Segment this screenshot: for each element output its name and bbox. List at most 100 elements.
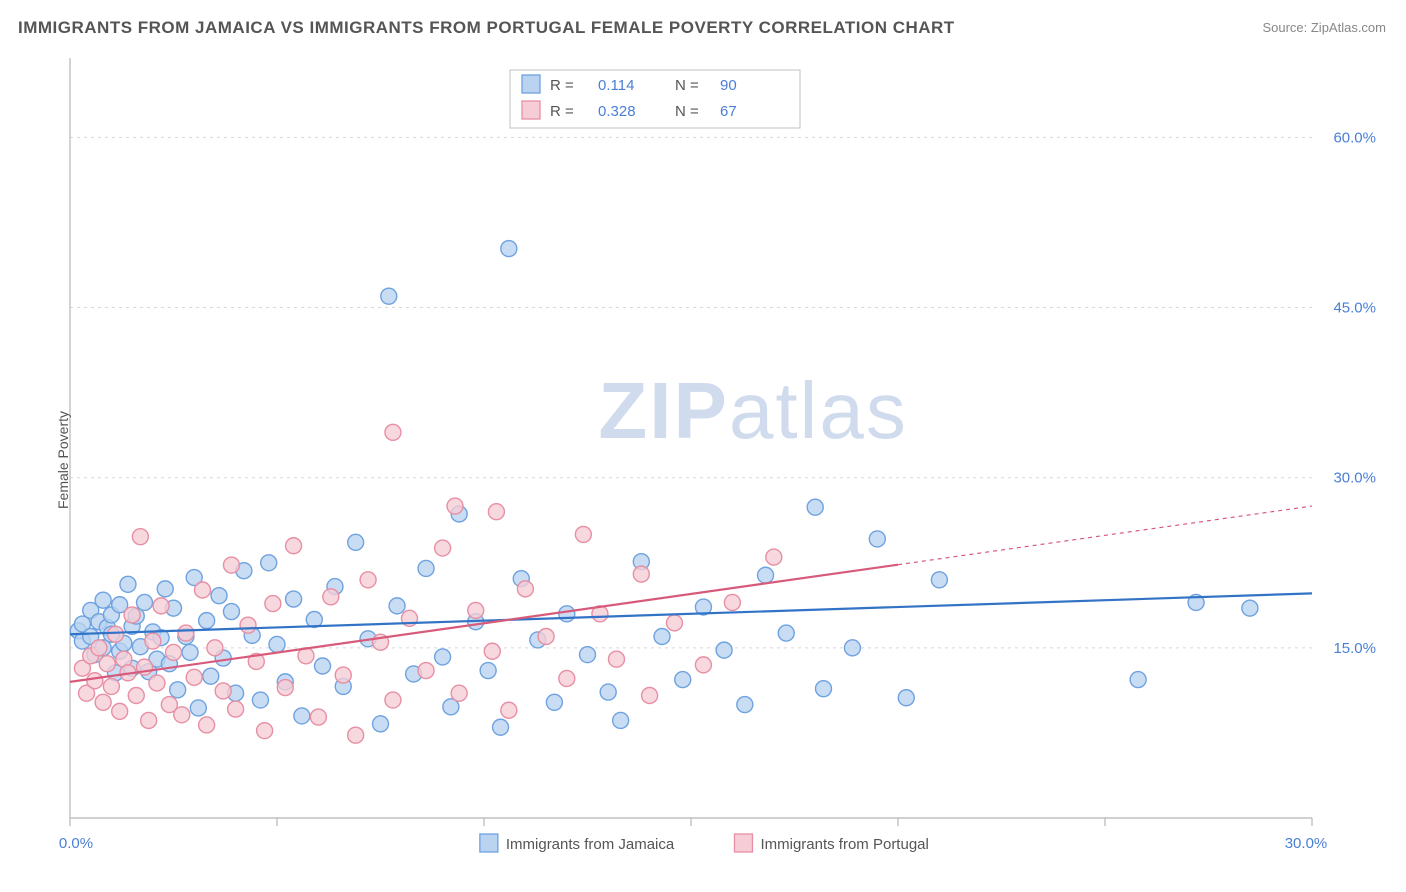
legend-r-value: 0.114 — [598, 77, 634, 94]
data-point — [190, 700, 206, 716]
source-prefix: Source: — [1262, 20, 1310, 35]
data-point — [166, 644, 182, 660]
legend-swatch — [480, 834, 498, 852]
data-point — [468, 602, 484, 618]
data-point — [435, 540, 451, 556]
legend-n-label: N = — [675, 77, 699, 94]
data-point — [170, 682, 186, 698]
data-point — [120, 576, 136, 592]
data-point — [315, 658, 331, 674]
data-point — [559, 670, 575, 686]
y-axis-label: Female Poverty — [55, 411, 71, 509]
data-point — [215, 683, 231, 699]
data-point — [538, 629, 554, 645]
source-attribution: Source: ZipAtlas.com — [1262, 20, 1386, 35]
legend-series-label: Immigrants from Portugal — [760, 836, 928, 853]
svg-text:30.0%: 30.0% — [1285, 835, 1328, 852]
data-point — [240, 617, 256, 633]
svg-text:60.0%: 60.0% — [1333, 129, 1376, 146]
svg-text:45.0%: 45.0% — [1333, 300, 1376, 317]
data-point — [149, 675, 165, 691]
legend-n-value: 67 — [720, 103, 737, 120]
data-point — [286, 538, 302, 554]
data-point — [348, 534, 364, 550]
legend-series-label: Immigrants from Jamaica — [506, 836, 675, 853]
data-point — [99, 656, 115, 672]
data-point — [335, 667, 351, 683]
data-point — [294, 708, 310, 724]
data-point — [844, 640, 860, 656]
data-point — [546, 694, 562, 710]
data-point — [199, 717, 215, 733]
trend-line — [70, 593, 1312, 634]
data-point — [95, 694, 111, 710]
data-point — [211, 588, 227, 604]
data-point — [199, 613, 215, 629]
legend-swatch — [522, 75, 540, 93]
data-point — [153, 598, 169, 614]
data-point — [580, 647, 596, 663]
data-point — [447, 498, 463, 514]
data-point — [228, 701, 244, 717]
data-point — [633, 566, 649, 582]
data-point — [145, 633, 161, 649]
data-point — [613, 712, 629, 728]
data-point — [373, 716, 389, 732]
data-point — [310, 709, 326, 725]
trend-line-extrapolated — [898, 506, 1312, 565]
data-point — [128, 687, 144, 703]
data-point — [493, 719, 509, 735]
data-point — [559, 606, 575, 622]
data-point — [385, 424, 401, 440]
data-point — [223, 557, 239, 573]
data-point — [360, 572, 376, 588]
data-point — [484, 643, 500, 659]
data-point — [675, 672, 691, 688]
data-point — [418, 560, 434, 576]
data-point — [91, 640, 107, 656]
data-point — [186, 669, 202, 685]
data-point — [766, 549, 782, 565]
data-point — [223, 604, 239, 620]
data-point — [517, 581, 533, 597]
data-point — [261, 555, 277, 571]
svg-text:0.0%: 0.0% — [59, 835, 93, 852]
data-point — [898, 690, 914, 706]
data-point — [724, 594, 740, 610]
data-point — [203, 668, 219, 684]
data-point — [435, 649, 451, 665]
data-point — [418, 663, 434, 679]
data-point — [87, 673, 103, 689]
data-point — [141, 712, 157, 728]
legend-swatch — [734, 834, 752, 852]
legend-r-value: 0.328 — [598, 103, 636, 120]
data-point — [666, 615, 682, 631]
data-point — [488, 504, 504, 520]
data-point — [257, 723, 273, 739]
data-point — [323, 589, 339, 605]
data-point — [385, 692, 401, 708]
svg-text:ZIPatlas: ZIPatlas — [598, 366, 907, 455]
data-point — [112, 703, 128, 719]
data-point — [716, 642, 732, 658]
legend-r-label: R = — [550, 77, 574, 94]
data-point — [501, 702, 517, 718]
data-point — [207, 640, 223, 656]
data-point — [654, 629, 670, 645]
data-point — [277, 680, 293, 696]
data-point — [501, 241, 517, 257]
data-point — [265, 596, 281, 612]
data-point — [451, 685, 467, 701]
source-link[interactable]: ZipAtlas.com — [1311, 20, 1386, 35]
chart-title: IMMIGRANTS FROM JAMAICA VS IMMIGRANTS FR… — [18, 18, 955, 38]
data-point — [807, 499, 823, 515]
data-point — [608, 651, 624, 667]
legend-swatch — [522, 101, 540, 119]
data-point — [348, 727, 364, 743]
svg-text:30.0%: 30.0% — [1333, 470, 1376, 487]
chart-container: Female Poverty 15.0%30.0%45.0%60.0%0.0%3… — [18, 50, 1388, 870]
data-point — [137, 594, 153, 610]
data-point — [124, 607, 140, 623]
data-point — [103, 678, 119, 694]
data-point — [695, 657, 711, 673]
